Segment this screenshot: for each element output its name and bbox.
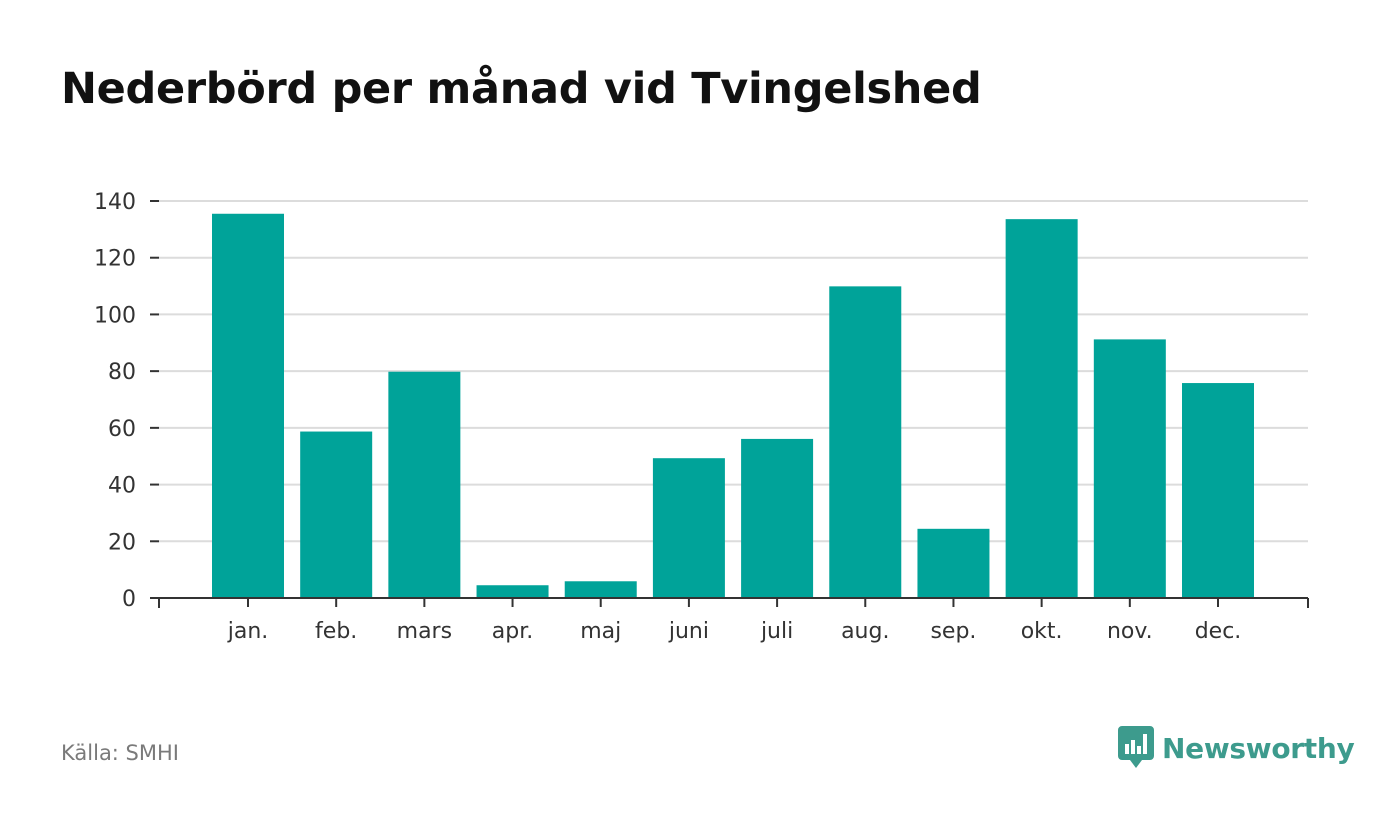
x-tick-label: dec. [1195, 619, 1242, 644]
x-tick-label: feb. [315, 619, 357, 644]
bar [476, 585, 549, 598]
x-tick-label: juli [760, 619, 793, 644]
y-tick-label: 0 [122, 587, 136, 612]
axes [150, 200, 1309, 608]
bars [212, 213, 1254, 599]
x-tick-label: maj [580, 619, 621, 644]
x-tick-label: jan. [227, 619, 269, 644]
x-tick-label: juni [668, 619, 709, 644]
y-tick-label: 80 [108, 360, 136, 385]
y-tick-label: 40 [108, 474, 136, 499]
source-note: Källa: SMHI [61, 741, 179, 765]
newsworthy-logo-icon [1118, 726, 1154, 768]
bar [212, 213, 284, 598]
bar [300, 431, 373, 598]
bar [652, 458, 725, 598]
chart-title: Nederbörd per månad vid Tvingelshed [61, 64, 982, 114]
bar [564, 581, 637, 598]
brand-logo: Newsworthy [1118, 726, 1355, 770]
x-tick-label: apr. [492, 619, 533, 644]
bar [917, 528, 990, 598]
bar [741, 438, 814, 598]
x-tick-label: sep. [930, 619, 976, 644]
brand-name: Newsworthy [1162, 731, 1355, 765]
y-tick-label: 60 [108, 417, 136, 442]
bar [388, 371, 461, 598]
bar [1182, 383, 1254, 598]
x-tick-label: okt. [1021, 619, 1063, 644]
x-tick-label: mars [397, 619, 452, 644]
bar [1093, 339, 1166, 598]
x-tick-labels: jan. feb. mars apr. maj juni juli aug. sep. okt. n… [227, 619, 1242, 644]
y-tick-label: 20 [108, 530, 136, 555]
x-tick-label: nov. [1107, 619, 1153, 644]
bar [829, 286, 902, 598]
y-tick-label: 140 [94, 190, 136, 215]
bar [1005, 219, 1078, 599]
y-tick-labels: 0 20 40 60 80 100 120 140 [94, 190, 136, 612]
x-tick-label: aug. [841, 619, 889, 644]
y-tick-label: 100 [94, 303, 136, 328]
y-tick-label: 120 [94, 247, 136, 272]
